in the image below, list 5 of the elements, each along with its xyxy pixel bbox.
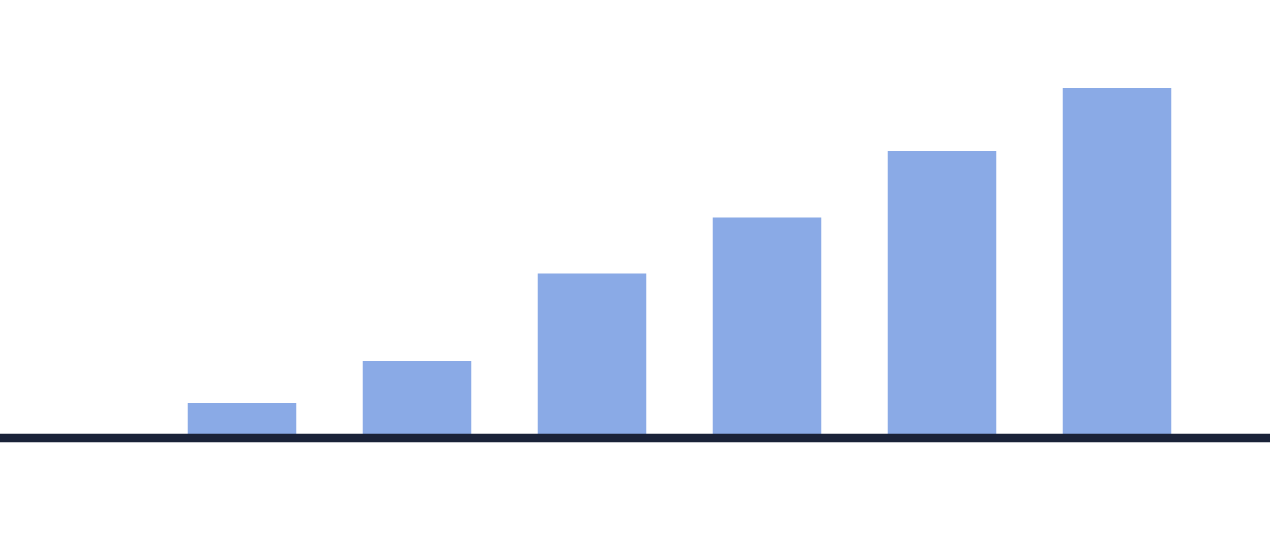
bar [1062,88,1172,438]
bar [537,273,647,438]
bar [362,361,472,438]
bar [712,217,822,438]
bar [887,151,997,438]
